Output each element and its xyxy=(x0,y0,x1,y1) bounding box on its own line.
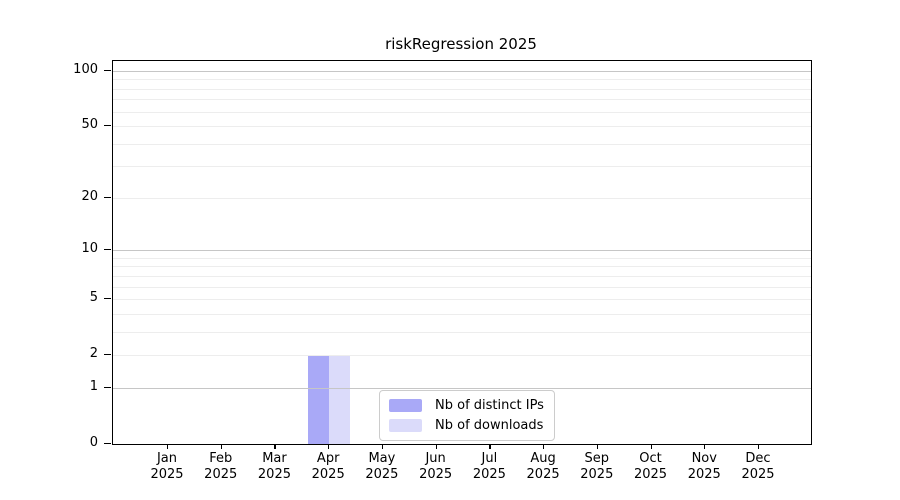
gridline-major xyxy=(113,71,811,72)
gridline-major xyxy=(113,387,811,389)
y-tick-label: 100 xyxy=(73,62,98,77)
y-tick-label: 2 xyxy=(89,346,98,362)
y-tick-mark xyxy=(104,386,111,389)
x-tick-label: Mar 2025 xyxy=(257,451,291,482)
x-tick-mark xyxy=(704,444,706,449)
x-tick-label: Oct 2025 xyxy=(633,451,668,482)
y-tick-mark xyxy=(104,125,111,127)
y-tick-mark xyxy=(104,70,111,72)
plot-area: Nb of distinct IPs Nb of downloads xyxy=(112,60,812,445)
x-tick-mark xyxy=(220,444,222,449)
x-tick-label: Apr 2025 xyxy=(311,451,345,482)
gridline-minor xyxy=(113,99,811,101)
bar-downloads-apr xyxy=(329,355,351,444)
x-tick-label: May 2025 xyxy=(365,451,399,482)
x-tick-mark xyxy=(489,444,491,449)
legend-label-distinct-ips: Nb of distinct IPs xyxy=(435,398,544,413)
x-tick-mark xyxy=(274,444,276,449)
gridline-minor xyxy=(113,111,811,113)
x-tick-label: Dec 2025 xyxy=(741,451,775,482)
x-tick-mark xyxy=(596,444,598,449)
y-tick-mark xyxy=(104,196,111,199)
x-tick-label: Sep 2025 xyxy=(580,451,614,482)
y-tick-mark xyxy=(104,249,111,251)
gridline-minor xyxy=(113,275,811,277)
legend-item-downloads: Nb of downloads xyxy=(389,418,544,433)
y-tick-label: 20 xyxy=(81,188,98,204)
x-tick-label: Aug 2025 xyxy=(526,451,560,482)
y-tick-label: 1 xyxy=(89,378,98,394)
y-tick-mark xyxy=(104,298,111,300)
y-tick-label: 5 xyxy=(89,290,98,306)
x-tick-label: Feb 2025 xyxy=(204,451,238,482)
y-tick-mark xyxy=(104,354,111,356)
y-tick-label: 10 xyxy=(81,241,98,257)
gridline-minor xyxy=(113,299,811,301)
x-tick-mark xyxy=(328,444,330,449)
x-tick-mark xyxy=(167,444,169,449)
y-tick-label: 0 xyxy=(89,435,98,450)
bar-distinct-ips-apr xyxy=(308,355,330,444)
y-tick-mark xyxy=(104,443,111,445)
legend-swatch-downloads xyxy=(389,419,422,432)
gridline-minor xyxy=(113,166,811,168)
gridline-minor xyxy=(113,313,811,315)
gridline-minor xyxy=(113,88,811,90)
x-tick-label: Nov 2025 xyxy=(687,451,721,482)
gridline-minor xyxy=(113,257,811,259)
gridline-minor xyxy=(113,266,811,268)
x-tick-mark xyxy=(435,444,437,449)
chart-title: riskRegression 2025 xyxy=(385,35,537,53)
gridline-minor xyxy=(113,197,811,199)
x-tick-mark xyxy=(758,444,760,449)
gridline-minor xyxy=(113,286,811,288)
legend-item-distinct-ips: Nb of distinct IPs xyxy=(389,398,544,413)
gridline-minor xyxy=(113,355,811,357)
gridline-minor xyxy=(113,331,811,333)
legend: Nb of distinct IPs Nb of downloads xyxy=(379,390,555,441)
gridline-minor xyxy=(113,143,811,145)
x-tick-mark xyxy=(543,444,545,449)
legend-label-downloads: Nb of downloads xyxy=(435,418,544,433)
y-tick-label: 50 xyxy=(81,117,98,133)
gridline-minor xyxy=(113,79,811,81)
x-tick-label: Jan 2025 xyxy=(150,451,184,482)
legend-swatch-distinct-ips xyxy=(389,399,422,412)
gridline-minor xyxy=(113,126,811,128)
x-tick-label: Jul 2025 xyxy=(472,451,506,482)
x-tick-mark xyxy=(381,444,384,449)
gridline-major xyxy=(113,250,811,252)
x-tick-label: Jun 2025 xyxy=(419,451,453,482)
x-tick-mark xyxy=(650,444,652,449)
